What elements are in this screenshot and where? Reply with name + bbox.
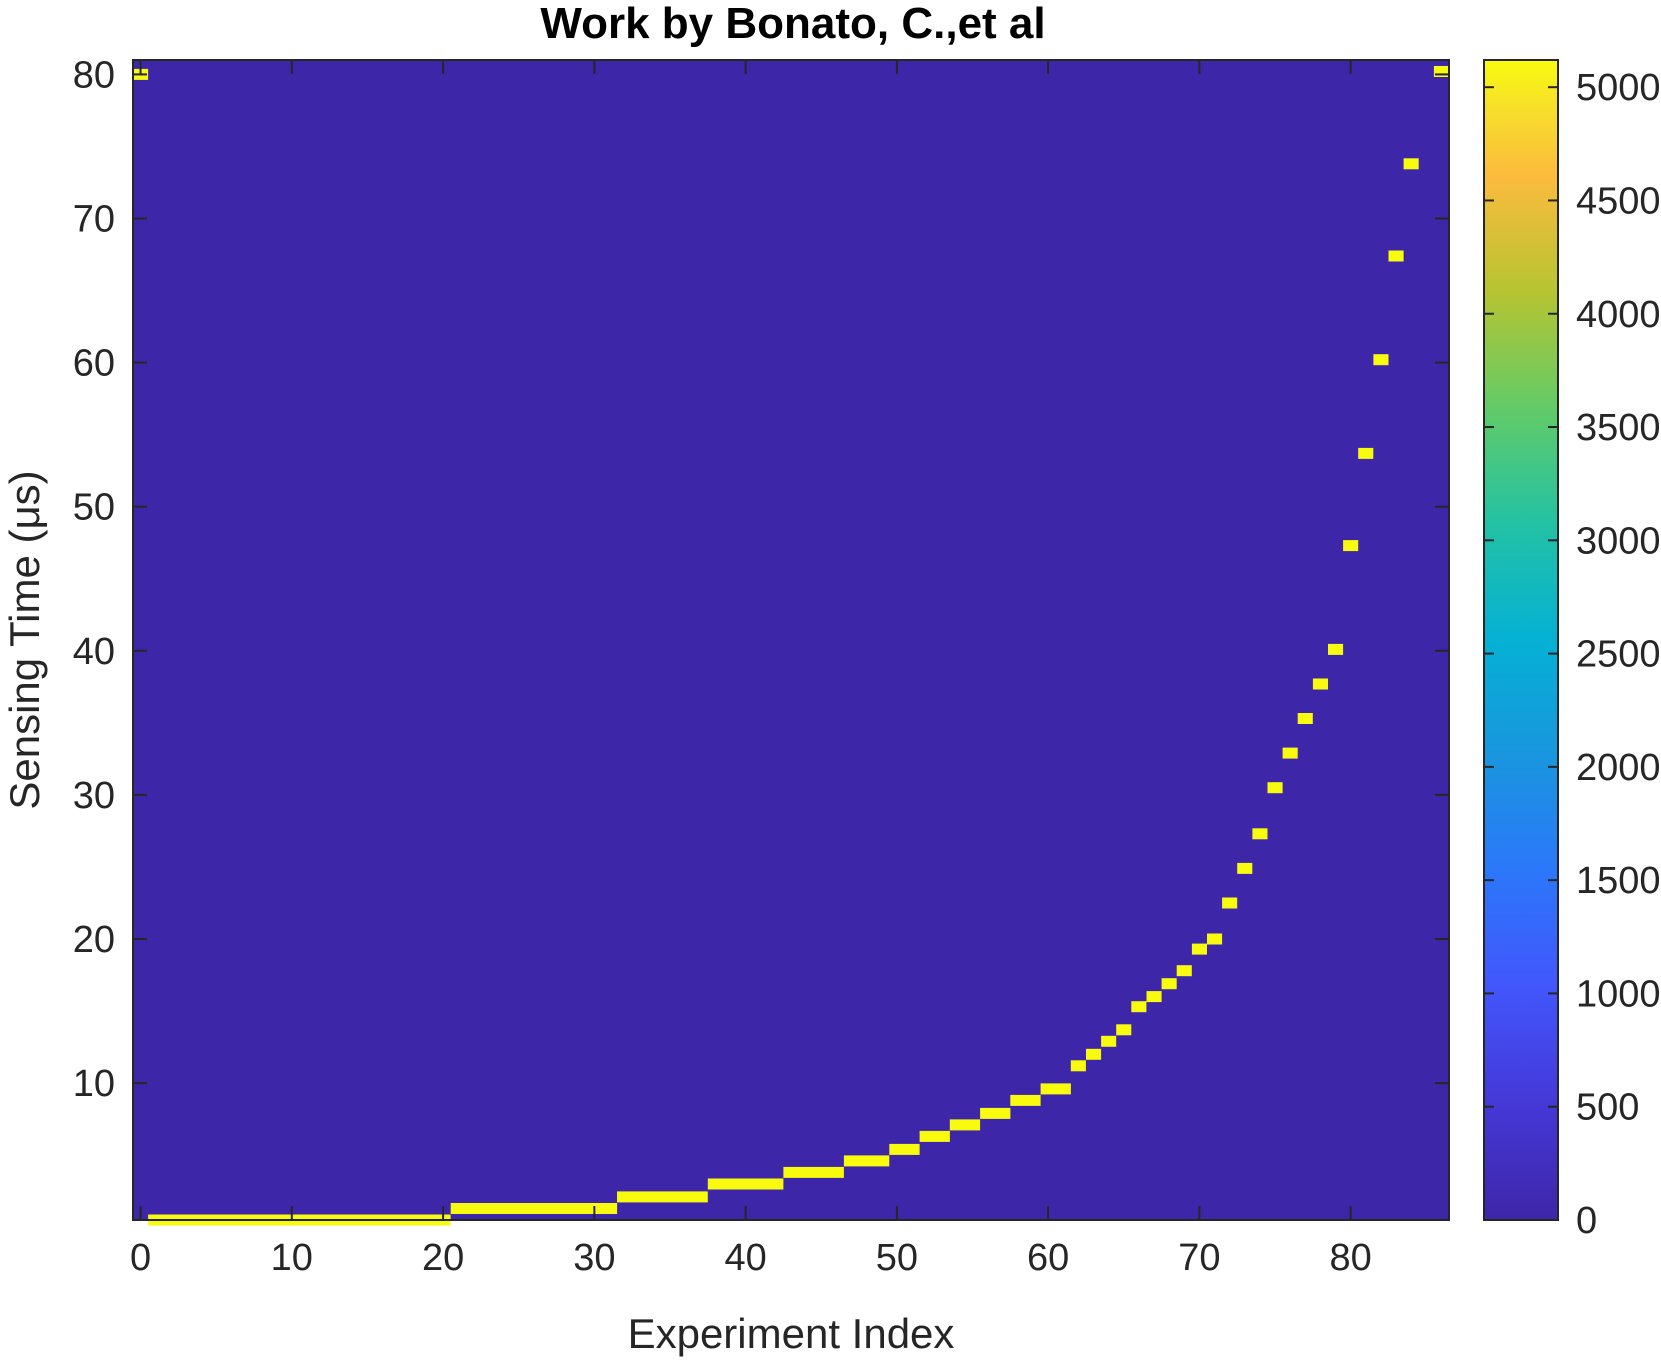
x-tick-label: 0: [130, 1237, 151, 1279]
colorbar-tick-label: 4500: [1576, 180, 1661, 222]
x-tick-label: 20: [422, 1237, 464, 1279]
heatmap-cell-13: [1070, 1060, 1086, 1072]
heatmap-cell-25: [1252, 828, 1268, 840]
heatmap-cell-31: [1343, 540, 1359, 552]
x-tick-label: 60: [1027, 1237, 1069, 1279]
colorbar-tick-label: 3000: [1576, 520, 1661, 562]
x-tick-label: 10: [271, 1237, 313, 1279]
y-tick-label: 10: [73, 1063, 115, 1105]
colorbar-tick-label: 2000: [1576, 747, 1661, 789]
y-tick-label: 20: [73, 919, 115, 961]
heatmap-cell-15: [1101, 1035, 1117, 1047]
y-tick-label: 60: [73, 343, 115, 385]
heatmap-cell-34: [1388, 250, 1404, 262]
x-tick-label: 30: [573, 1237, 615, 1279]
heatmap-cell-19: [1161, 978, 1177, 990]
plot-frame: [132, 59, 1450, 1221]
heatmap-cell-28: [1297, 713, 1313, 724]
heatmap-cell-16: [1116, 1024, 1132, 1036]
y-tick-label: 70: [73, 199, 115, 241]
heatmap-cell-9: [949, 1119, 981, 1131]
colorbar-tick-label: 3500: [1576, 407, 1661, 449]
heatmap-cell-10: [980, 1107, 1011, 1119]
heatmap-cell-24: [1237, 862, 1253, 874]
colorbar-tick-label: 1500: [1576, 860, 1661, 902]
colorbar-ticks: 0 500 1000 1500 2000 2500 3000 3500 4000 4500 5000: [1484, 67, 1661, 1242]
x-tick-label: 40: [724, 1237, 766, 1279]
heatmap-cell-5: [783, 1166, 844, 1178]
x-tick-label: 50: [876, 1237, 918, 1279]
heatmap-cell-30: [1328, 643, 1344, 655]
heatmap-cell-32: [1358, 447, 1374, 459]
y-tick-label: 30: [73, 775, 115, 817]
heatmap-cell-33: [1373, 354, 1389, 366]
heatmap-cell-2: [450, 1203, 618, 1214]
heatmap-cell-23: [1222, 897, 1238, 909]
colorbar-tick-label: 1000: [1576, 973, 1661, 1015]
heatmap-cell-35: [1403, 158, 1419, 170]
x-axis-label: Experiment Index: [628, 1310, 955, 1357]
x-tick-label: 70: [1178, 1237, 1220, 1279]
heatmap-cell-17: [1131, 1001, 1147, 1013]
colorbar-tick-label: 500: [1576, 1087, 1639, 1129]
colorbar-tick-label: 2500: [1576, 634, 1661, 676]
heatmap-cell-26: [1267, 782, 1283, 794]
heatmap-cell-3: [617, 1191, 708, 1203]
y-tick-label: 50: [73, 487, 115, 529]
heatmap-cell-12: [1040, 1083, 1071, 1095]
y-tick-label: 80: [73, 54, 115, 96]
heatmap-cell-21: [1191, 943, 1207, 955]
y-axis-ticks: 10 20 30 40 50 60 70 80: [73, 54, 1449, 1105]
x-tick-label: 80: [1330, 1237, 1372, 1279]
heatmap-cell-6: [843, 1155, 890, 1167]
heatmap-cell-18: [1146, 991, 1162, 1003]
colorbar: [1483, 59, 1559, 1221]
heatmap-cell-22: [1207, 933, 1223, 945]
heatmap-cell-36: [1433, 66, 1449, 77]
heatmap-cell-20: [1176, 965, 1192, 977]
colorbar-tick-label: 5000: [1576, 67, 1661, 109]
y-tick-label: 40: [73, 631, 115, 673]
heatmap-cell-7: [889, 1143, 920, 1155]
y-axis-label: Sensing Time (μs): [1, 470, 48, 809]
chart-title: Work by Bonato, C.,et al: [540, 0, 1045, 48]
heatmap-cell-27: [1282, 747, 1298, 759]
heatmap-cell-8: [919, 1130, 950, 1142]
colorbar-tick-label: 4000: [1576, 294, 1661, 336]
heatmap-cell-29: [1312, 678, 1328, 690]
heatmap-cell-11: [1010, 1094, 1041, 1106]
plot-area: [133, 60, 1449, 1220]
heatmap-cell-4: [707, 1178, 784, 1190]
x-axis-ticks: 0 10 20 30 40 50 60 70 80: [130, 60, 1372, 1279]
colorbar-tick-label: 0: [1576, 1200, 1597, 1242]
heatmap-cell-14: [1086, 1048, 1102, 1060]
